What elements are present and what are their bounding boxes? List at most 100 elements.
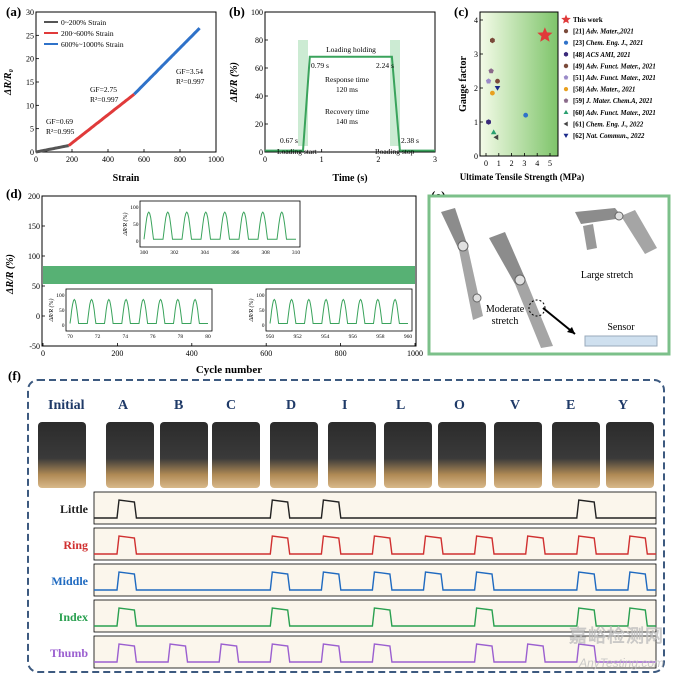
inset-y-tick: 50 [259,308,265,314]
y-tick-label: 3 [474,50,478,59]
inset-y-tick: 0 [62,323,65,329]
annot-loading-holding: Loading holding [326,45,376,54]
cycling-signal-band [43,266,415,284]
series-600-1000-curve [133,27,201,96]
inset-y-tick: 100 [56,293,65,299]
gesture-label: I [342,398,348,413]
watermark-en: AnyTesting.com [579,656,664,670]
watermark-cn: 嘉峪检测网 [569,626,664,646]
panel-b: (b) 0 20 40 60 80 100 0 1 2 3 Loading holding 0.… [229,4,437,184]
inset-x-tick: 958 [376,334,385,340]
legend-entry-3: 600%~1000% Strain [61,40,124,49]
panel-f-label: (f) [8,368,21,383]
y-tick-label: 30 [26,8,34,17]
svg-text:[60] Adv. Funct. Mater., 2021: [60] Adv. Funct. Mater., 2021 [573,110,656,117]
response-region [298,40,308,146]
panel-a-xlabel: Strain [113,173,140,184]
y-tick-label: 80 [255,36,263,45]
panel-b-xlabel: Time (s) [332,173,367,184]
x-tick-label: 1000 [407,349,423,358]
robotic-hand-photo [606,422,654,488]
panel-c-xlabel: Ultimate Tensile Strength (MPa) [460,172,585,182]
finger-unstretched [441,208,483,320]
inset-x-tick: 954 [321,334,330,340]
inset-x-tick: 78 [178,334,184,340]
annot-120ms: 120 ms [336,85,358,94]
panel-b-yticks: 0 20 40 60 80 100 [251,8,268,157]
inset-x-tick: 308 [261,250,270,256]
x-tick-label: 600 [260,349,272,358]
annot-t238: 2.38 s [401,136,419,145]
gauge-factor-point [485,78,492,84]
label-large-stretch: Large stretch [581,270,633,281]
svg-text:[62] Nat. Commun., 2022: [62] Nat. Commun., 2022 [573,133,645,140]
svg-text:[61] Chem. Eng. J., 2022: [61] Chem. Eng. J., 2022 [573,121,644,128]
legend-entry: [61] Chem. Eng. J., 2022 [563,121,644,128]
inset-x-tick: 306 [231,250,240,256]
panel-c-points [485,27,553,141]
legend-entry: [23] Chem. Eng. J., 2021 [563,40,643,47]
finger-moderate-stretch [489,232,553,348]
panel-d-label: (d) [6,186,22,201]
panel-b-frame [264,11,436,153]
y-tick-label: 100 [251,8,263,17]
x-tick-label: 600 [138,155,150,164]
svg-text:[49] Adv. Funct. Mater., 2021: [49] Adv. Funct. Mater., 2021 [573,63,656,70]
x-tick-label: 1 [320,155,324,164]
inset-x-tick: 302 [170,250,179,256]
gesture-label: D [286,398,297,413]
legend-entry: [51] Adv. Funct. Mater., 2021 [563,75,656,82]
finger-plot-frame [93,491,657,525]
panel-a: (a) 0 5 10 15 20 25 30 0 200 400 600 800 1000 0~200… [3,4,224,184]
finger-large-stretch [575,208,657,254]
inset-x-tick: 950 [266,334,275,340]
robotic-hand-photo [212,422,260,488]
inset-y-tick: 50 [59,308,65,314]
annot-loading-stop: Loading stop [375,147,415,156]
y-tick-label: 0 [474,152,478,161]
annot-loading-start: Loading start [277,147,318,156]
inset-right: 950 952 954 956 958 960 0 50 100 ΔR/R (%) [248,288,413,340]
legend-entry: [60] Adv. Funct. Mater., 2021 [563,110,656,117]
x-tick-label: 800 [174,155,186,164]
svg-text:[48] ACS AMI, 2021: [48] ACS AMI, 2021 [573,52,631,59]
robotic-hand-photo [552,422,600,488]
x-tick-label: 800 [335,349,347,358]
gesture-label: L [396,398,406,413]
finger-label: Middle [51,574,88,588]
finger-plot-frame [93,563,657,597]
inset-x-tick: 70 [67,334,73,340]
inset-x-tick: 74 [122,334,128,340]
gesture-label: A [118,398,129,413]
legend-entry: [62] Nat. Commun., 2022 [563,133,645,140]
gesture-label: Y [618,398,629,413]
y-tick-label: 50 [32,282,40,291]
legend-entry: [49] Adv. Funct. Mater., 2021 [563,63,656,70]
y-tick-label: 150 [28,222,40,231]
gauge-factor-point [523,112,529,118]
y-tick-label: 5 [30,125,34,134]
panel-d-ylabel: ΔR/R (%) [5,254,16,295]
inset-y-tick: 0 [262,323,265,329]
robotic-hand-photo [494,422,542,488]
series-200-600-curve [67,93,136,147]
y-tick-label: 10 [26,101,34,110]
panel-c-label: (c) [454,4,468,19]
label-sensor: Sensor [607,322,635,333]
finger-label: Index [59,610,88,624]
inset-x-tick: 956 [349,334,358,340]
annot-r2-2: R²=0.997 [90,95,119,104]
inset-y-tick: 0 [136,239,139,245]
svg-text:[23] Chem. Eng. J., 2021: [23] Chem. Eng. J., 2021 [573,40,643,47]
x-tick-label: 0 [484,159,488,168]
y-tick-label: 20 [255,120,263,129]
annot-t079: 0.79 s [311,61,329,70]
panel-d-xticks: 0 200 400 600 800 1000 [41,343,423,358]
inset-y-tick: 100 [256,293,265,299]
x-tick-label: 1000 [208,155,224,164]
gesture-label: C [226,398,237,413]
gauge-factor-point [493,134,499,141]
inset-left: 70 72 74 76 78 80 0 50 100 ΔR/R (%) [48,288,213,340]
gesture-label: Initial [48,398,85,413]
svg-text:[58] Adv. Mater., 2021: [58] Adv. Mater., 2021 [573,87,635,94]
